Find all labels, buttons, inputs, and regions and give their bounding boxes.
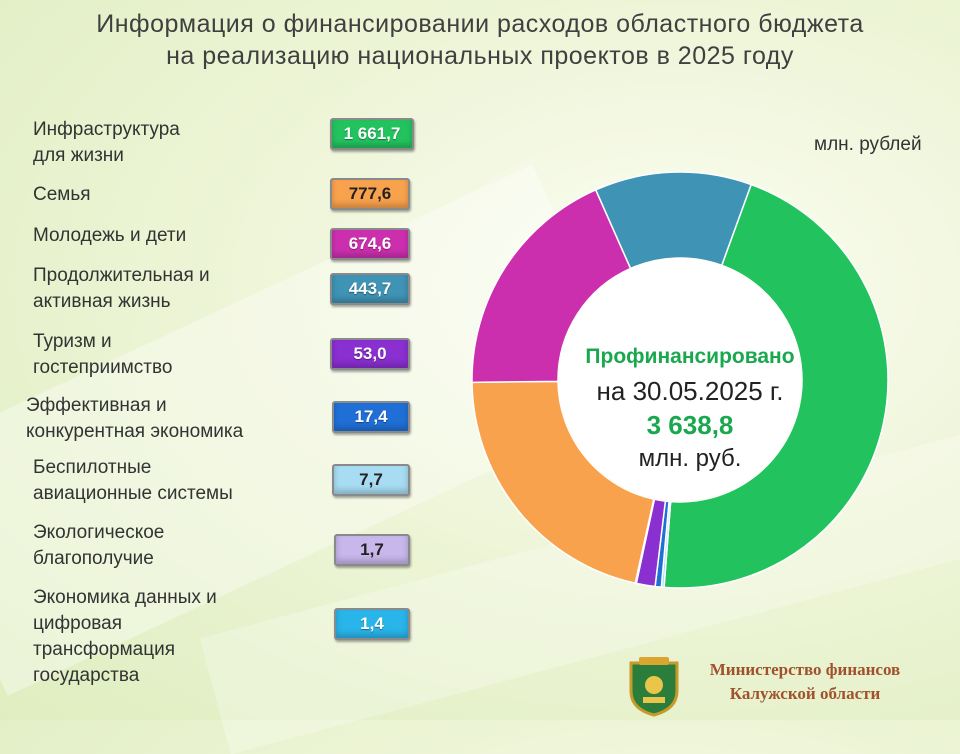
donut-slice [471,380,655,585]
donut-slice [594,171,753,270]
category-label: Экономика данных и цифровая трансформаци… [33,587,217,686]
category-label: Эффективная и конкурентная экономика [26,395,244,442]
donut-slice [663,183,889,589]
value-badge: 1 661,7 [330,118,414,150]
value-badge: 674,6 [330,228,410,260]
ministry-caption: Министерство финансов Калужской области [690,658,920,706]
value-badge: 17,4 [332,401,410,433]
category-label: Беспилотные авиационные системы [33,457,233,504]
category-label: Молодежь и дети [33,225,187,246]
donut-chart [471,171,889,589]
ministry-region: Калужской области [729,684,881,703]
ministry-name: Министерство финансов [709,660,901,679]
title-line-1: Информация о финансировании расходов обл… [96,10,864,38]
value-badge: 53,0 [330,338,410,370]
page-title: Информация о финансировании расходов обл… [0,8,960,72]
category-label: Инфраструктура для жизни [33,119,180,166]
unit-label: млн. рублей [814,134,922,155]
donut-hole [559,259,801,501]
value-badge: 7,7 [332,464,410,496]
category-label: Продолжительная и активная жизнь [33,265,210,312]
value-badge: 443,7 [330,273,410,305]
value-badge: 777,6 [330,178,410,210]
title-line-2: на реализацию национальных проектов в 20… [166,42,794,70]
center-caption: Профинансировано [585,345,795,368]
category-label: Экологическое благополучие [33,522,165,569]
center-unit: млн. руб. [638,445,742,472]
coat-of-arms-icon [629,657,679,717]
donut-center-summary: Профинансировано на 30.05.2025 г. 3 638,… [540,340,840,476]
category-label: Семья [33,184,91,205]
category-label: Туризм и гостеприимство [33,331,173,378]
center-total: 3 638,8 [646,410,734,440]
donut-slice [471,188,632,384]
value-badge: 1,4 [334,608,410,640]
center-date: на 30.05.2025 г. [596,376,784,406]
value-badge: 1,7 [334,534,410,566]
